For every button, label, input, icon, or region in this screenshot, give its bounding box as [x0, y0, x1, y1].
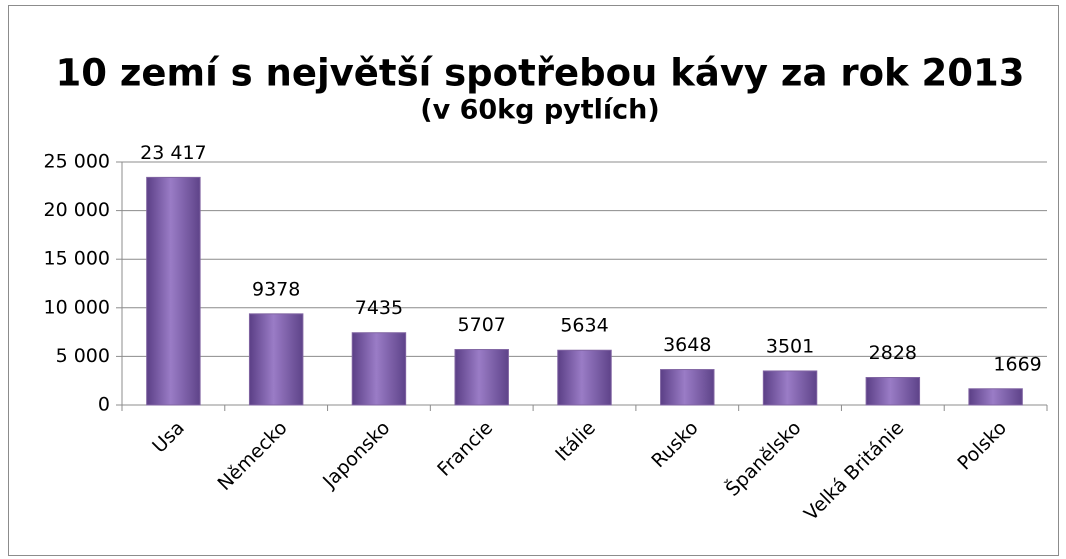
bar — [248, 313, 304, 406]
data-label: 2828 — [869, 342, 917, 364]
data-label: 3648 — [663, 334, 711, 356]
chart-title: 10 zemí s největší spotřebou kávy za rok… — [56, 52, 1025, 95]
y-tick-label: 0 — [98, 394, 110, 416]
y-tick-label: 5 000 — [56, 345, 110, 367]
chart-subtitle: (v 60kg pytlích) — [420, 95, 660, 126]
data-label: 23 417 — [140, 142, 206, 164]
bar — [351, 332, 407, 406]
y-tick-label: 20 000 — [44, 199, 110, 221]
bar — [146, 176, 201, 406]
y-tick-label: 10 000 — [44, 296, 110, 318]
data-label: 1669 — [993, 353, 1041, 375]
data-label: 5707 — [458, 314, 506, 336]
data-label: 9378 — [252, 278, 300, 300]
bar — [865, 377, 921, 406]
bar — [762, 370, 818, 406]
data-label: 5634 — [560, 315, 608, 337]
y-tick-label: 25 000 — [44, 151, 110, 173]
data-label: 7435 — [355, 297, 403, 319]
data-label: 3501 — [766, 335, 814, 357]
bar — [557, 349, 612, 406]
bar — [968, 388, 1023, 406]
y-tick-label: 15 000 — [44, 248, 110, 270]
bar — [454, 349, 509, 406]
bar — [660, 369, 715, 406]
